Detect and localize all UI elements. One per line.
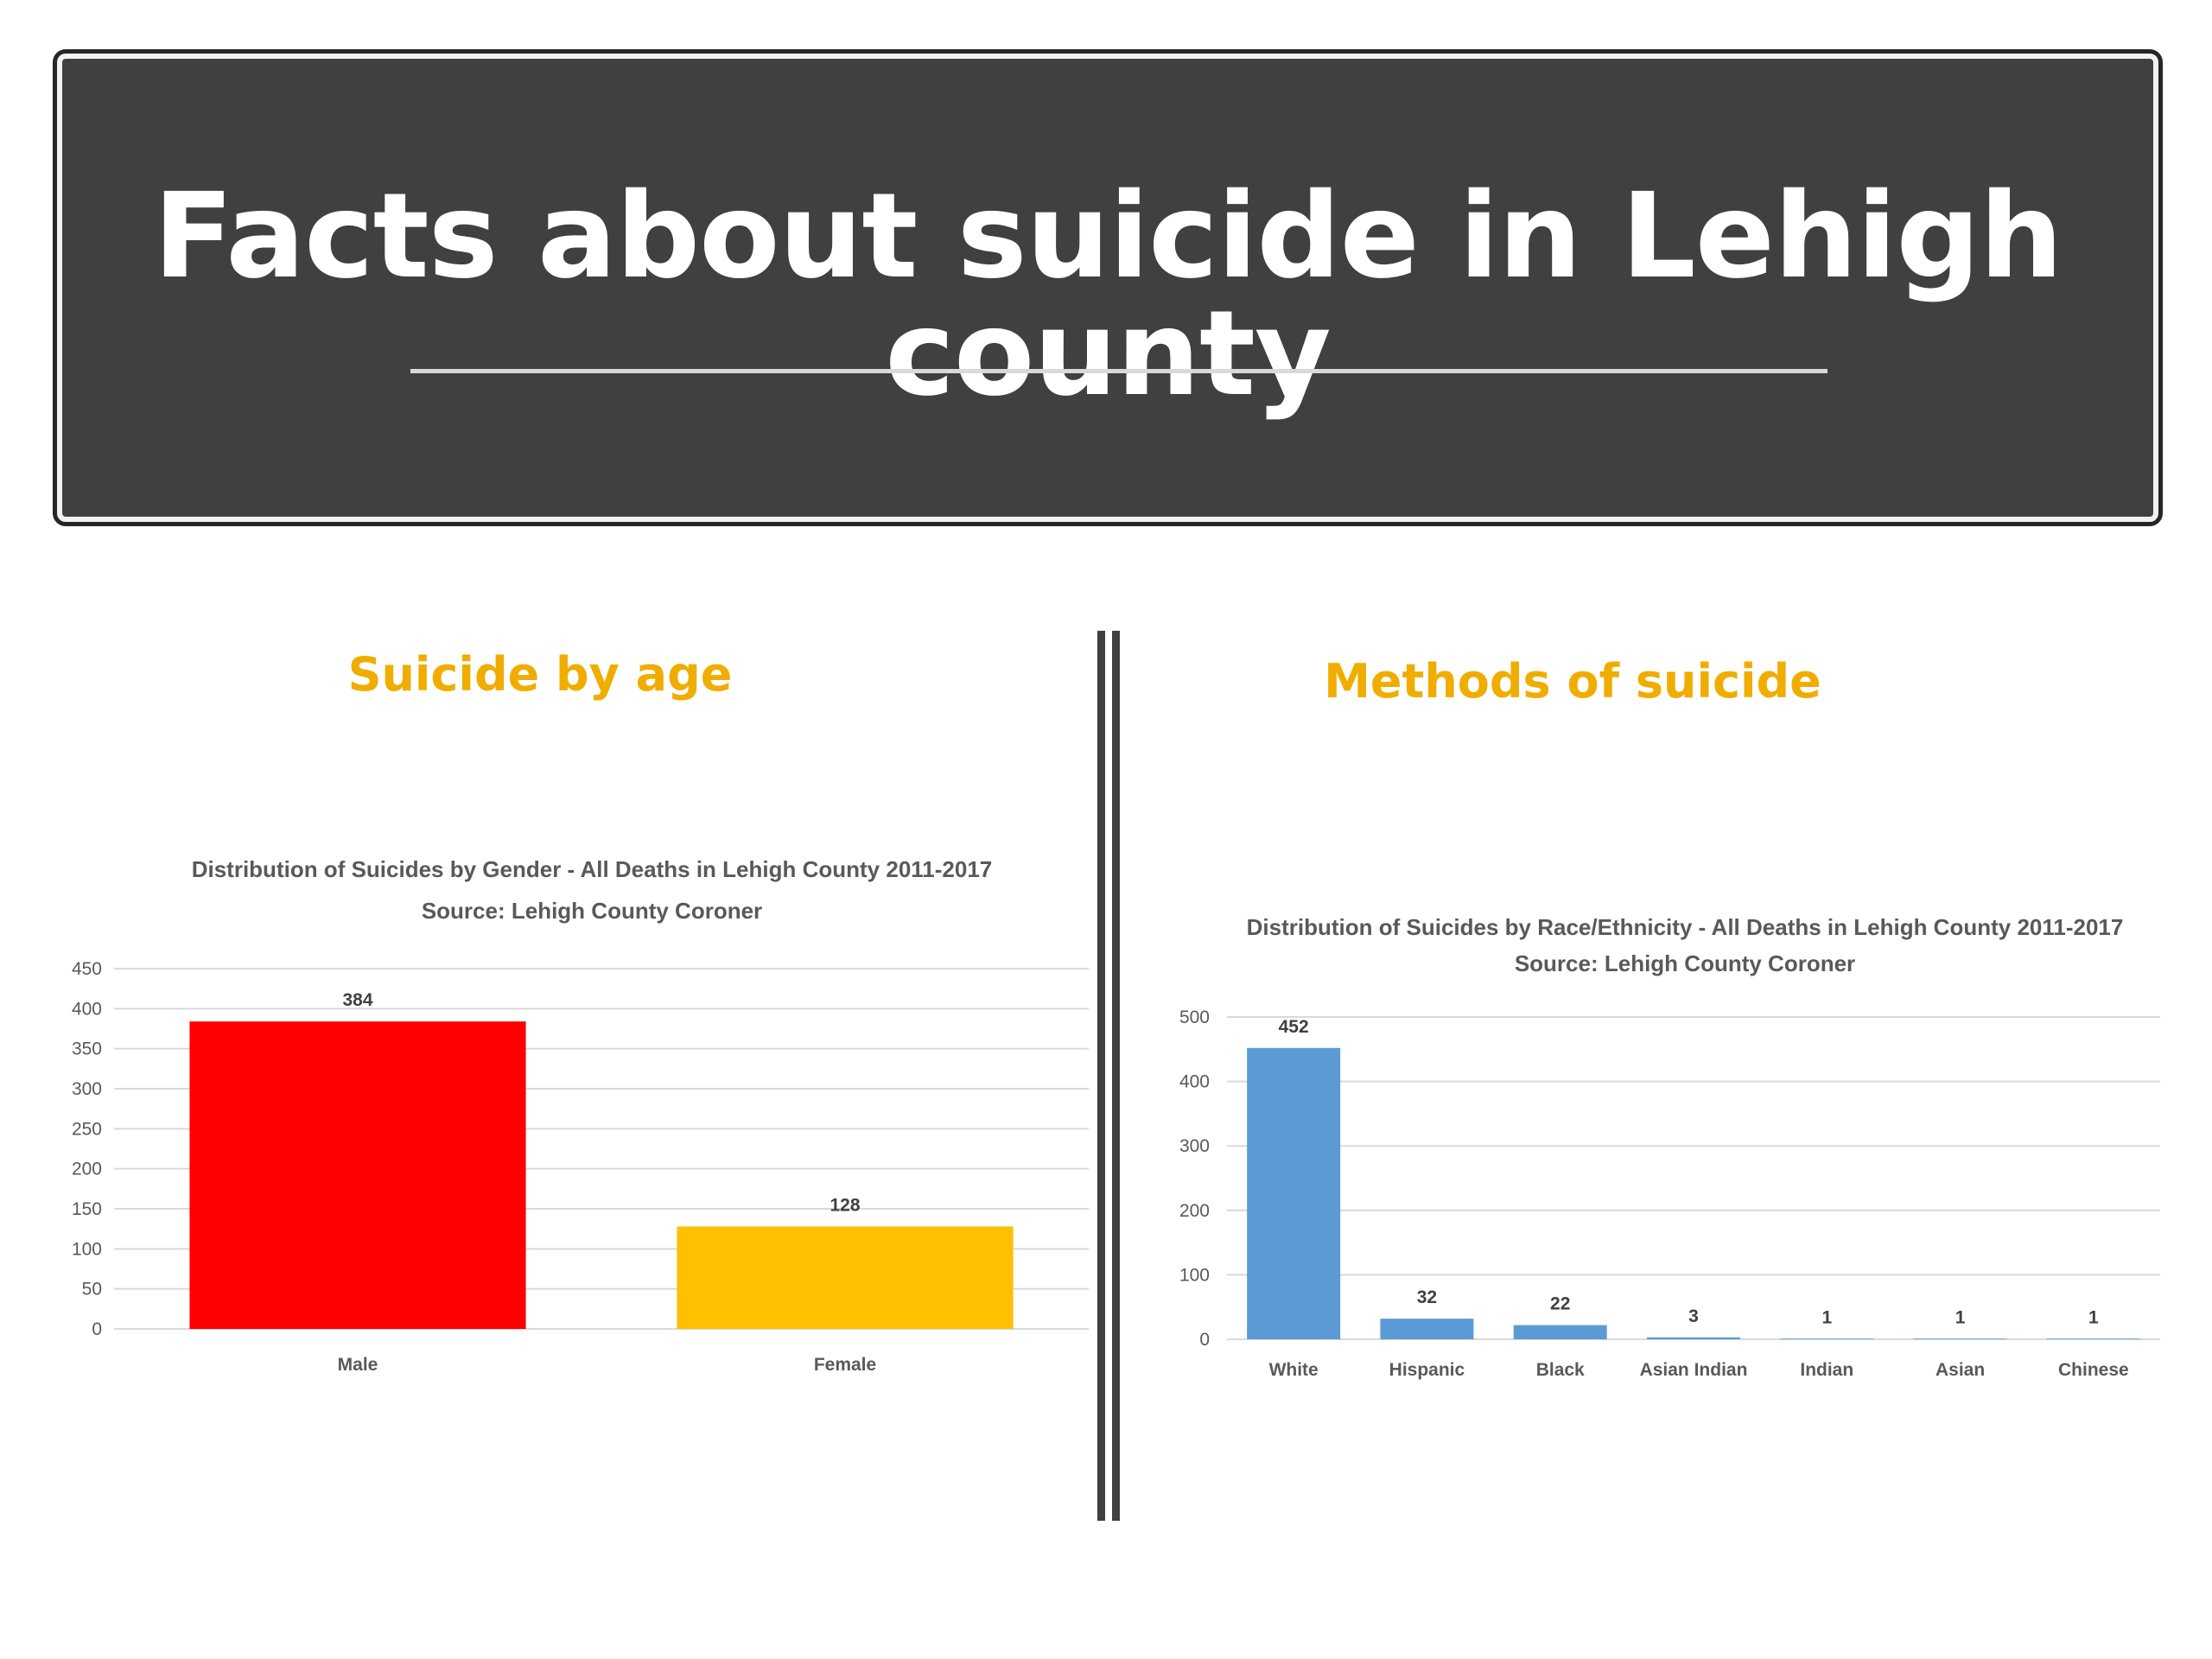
bar-white (1247, 1047, 1341, 1339)
data-label: 22 (1550, 1294, 1570, 1314)
bar-indian (1780, 1338, 1874, 1339)
y-tick-label: 400 (1179, 1072, 1210, 1092)
left-column-heading: Suicide by age (347, 647, 733, 702)
y-tick-label: 400 (72, 999, 102, 1019)
chart-subtitle: Source: Lehigh County Coroner (422, 898, 762, 924)
y-tick-label: 500 (1179, 1007, 1210, 1027)
title-underline (410, 369, 1827, 373)
title-banner: Facts about suicide in Lehigh county (53, 49, 2163, 526)
bar-chinese (2046, 1338, 2140, 1339)
x-category-label: Female (814, 1355, 876, 1375)
x-category-label: Black (1536, 1360, 1585, 1380)
x-category-label: Male (338, 1355, 378, 1375)
chart-title: Distribution of Suicides by Gender - All… (192, 856, 993, 882)
divider-line-right (1112, 631, 1120, 1521)
bar-hispanic (1380, 1319, 1474, 1339)
y-tick-label: 300 (72, 1079, 102, 1099)
y-tick-label: 450 (72, 959, 102, 979)
slide-title: Facts about suicide in Lehigh county (153, 168, 2063, 423)
bar-male (189, 1021, 526, 1329)
y-tick-label: 250 (72, 1119, 102, 1139)
divider-line-left (1097, 631, 1105, 1521)
data-label: 1 (1821, 1307, 1832, 1327)
right-column-heading: Methods of suicide (1324, 654, 1821, 709)
y-tick-label: 200 (1179, 1201, 1210, 1221)
race-bar-chart: Distribution of Suicides by Race/Ethnici… (1179, 914, 2160, 1380)
bar-asian (1913, 1338, 2007, 1339)
y-tick-label: 100 (72, 1239, 102, 1259)
y-tick-label: 0 (92, 1319, 102, 1339)
x-category-label: Asian Indian (1640, 1360, 1748, 1380)
y-tick-label: 50 (82, 1280, 102, 1300)
y-tick-label: 150 (72, 1199, 102, 1219)
data-label: 32 (1417, 1287, 1437, 1307)
bar-black (1513, 1325, 1607, 1339)
bar-female (677, 1226, 1014, 1329)
bar-asian-indian (1647, 1337, 1740, 1339)
gender-bar-chart: Distribution of Suicides by Gender - All… (72, 856, 1089, 1375)
y-tick-label: 200 (72, 1160, 102, 1179)
y-tick-label: 0 (1199, 1330, 1210, 1350)
y-tick-label: 300 (1179, 1136, 1210, 1156)
x-category-label: White (1269, 1360, 1319, 1380)
y-tick-label: 350 (72, 1039, 102, 1059)
data-label: 384 (342, 990, 372, 1010)
y-tick-label: 100 (1179, 1265, 1210, 1285)
data-label: 1 (2088, 1307, 2099, 1327)
chart-title: Distribution of Suicides by Race/Ethnici… (1247, 914, 2124, 940)
x-category-label: Indian (1800, 1360, 1853, 1380)
chart-subtitle: Source: Lehigh County Coroner (1515, 950, 1855, 976)
data-label: 1 (1955, 1307, 1966, 1327)
data-label: 128 (830, 1195, 860, 1215)
x-category-label: Asian (1936, 1360, 1985, 1380)
x-category-label: Hispanic (1389, 1360, 1465, 1380)
data-label: 3 (1688, 1306, 1699, 1326)
x-category-label: Chinese (2058, 1360, 2129, 1380)
data-label: 452 (1279, 1017, 1309, 1037)
